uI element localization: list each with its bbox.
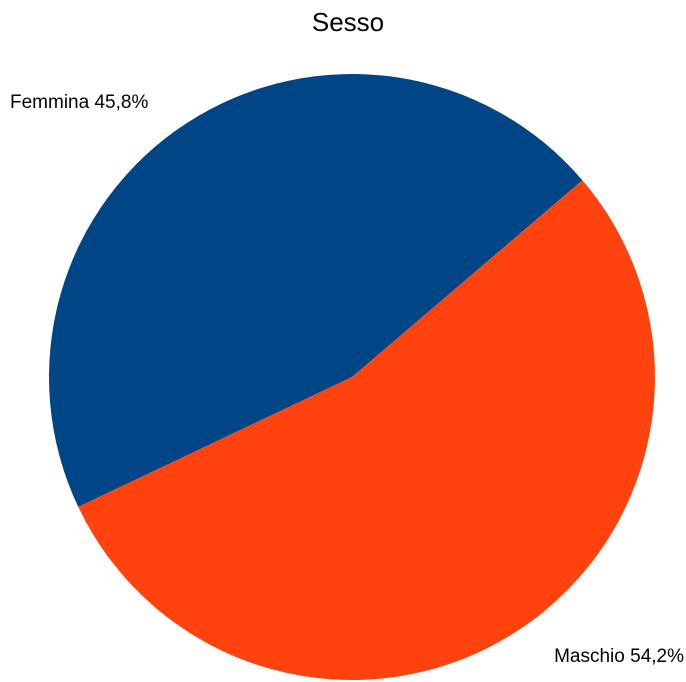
slice-label-maschio: Maschio 54,2% — [554, 646, 684, 667]
slice-label-femmina: Femmina 45,8% — [10, 92, 148, 113]
pie-slices — [48, 74, 655, 681]
chart-title: Sesso — [312, 7, 384, 37]
pie-slice-maschio — [78, 180, 655, 681]
pie-slice-femmina — [48, 74, 583, 507]
